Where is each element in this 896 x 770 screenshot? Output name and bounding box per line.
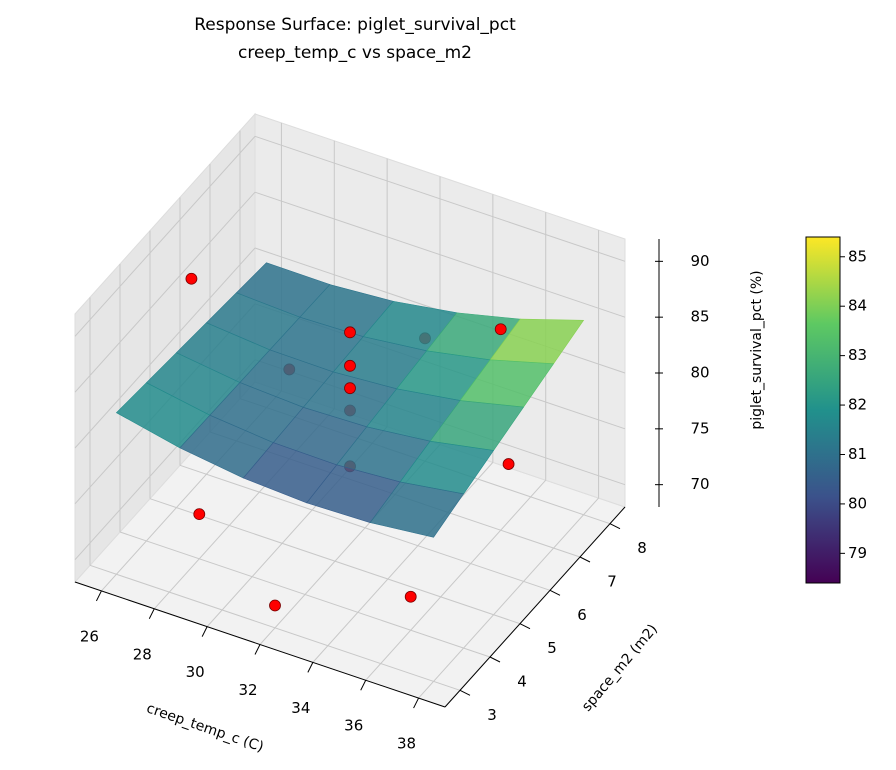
data-point — [193, 508, 206, 521]
data-point — [344, 382, 356, 395]
z-axis-label: piglet_survival_pct (%) — [749, 270, 765, 429]
data-point — [502, 458, 515, 470]
colorbar-tick-label: 81 — [848, 445, 867, 463]
z-tick-label: 75 — [690, 419, 709, 437]
grid-line — [312, 462, 494, 663]
plot-area — [74, 112, 663, 709]
colorbar-tick-label: 83 — [848, 346, 867, 364]
x-tick — [201, 626, 208, 637]
grid-line — [89, 564, 461, 691]
grid-line — [418, 497, 599, 699]
x-tick-label: 26 — [80, 627, 99, 645]
x-tick — [254, 644, 261, 655]
x-tick-label: 34 — [291, 699, 310, 717]
grid-line — [179, 464, 551, 591]
y-tick — [609, 523, 621, 530]
z-tick-label: 70 — [690, 475, 709, 493]
x-tick-label: 30 — [186, 663, 205, 681]
grid-line — [149, 498, 521, 625]
y-tick — [579, 556, 591, 563]
y-tick — [549, 589, 561, 596]
x-tick — [413, 697, 420, 709]
z-tick-label: 80 — [690, 364, 709, 382]
y-axis — [444, 506, 626, 708]
grid-line — [365, 479, 547, 681]
y-tick — [489, 656, 501, 663]
x-tick-label: 38 — [397, 735, 416, 753]
data-point — [404, 590, 417, 603]
y-tick — [519, 623, 531, 630]
surface-patch — [369, 481, 465, 538]
chart-title: Response Surface: piglet_survival_pct — [194, 15, 516, 35]
data-point — [344, 326, 356, 339]
x-tick-label: 28 — [133, 645, 152, 663]
colorbar-tick-label: 82 — [848, 396, 867, 414]
y-tick-label: 8 — [637, 539, 647, 557]
y-tick-label: 5 — [547, 639, 557, 657]
y-axis-label: space_m2 (m2) — [579, 621, 661, 714]
colorbar-tick-label: 85 — [848, 247, 867, 265]
colorbar-tick-label: 79 — [848, 544, 867, 562]
grid-line — [74, 191, 256, 393]
y-tick — [459, 689, 471, 696]
grid-line — [74, 135, 256, 337]
colorbar-tick-label: 84 — [848, 297, 867, 315]
x-tick-label: 32 — [238, 681, 257, 699]
y-tick-label: 6 — [577, 606, 587, 624]
colorbar-tick-label: 80 — [848, 494, 867, 512]
grid-line — [74, 247, 256, 449]
x-tick — [307, 662, 314, 673]
x-axis-label: creep_temp_c (C) — [144, 700, 265, 755]
z-tick-label: 90 — [690, 252, 709, 270]
x-tick-label: 36 — [344, 717, 363, 735]
chart-subtitle: creep_temp_c vs space_m2 — [238, 43, 472, 63]
x-tick — [95, 590, 102, 602]
x-tick — [360, 679, 367, 691]
z-tick-label: 85 — [690, 308, 709, 326]
grid-line — [254, 135, 626, 262]
grid-line — [254, 191, 626, 318]
y-tick-label: 3 — [487, 706, 497, 724]
y-tick-label: 4 — [517, 673, 527, 691]
x-tick — [148, 608, 155, 620]
data-point — [344, 359, 356, 372]
y-tick-label: 7 — [607, 573, 617, 591]
grid-line — [119, 531, 491, 658]
data-point — [185, 272, 198, 285]
x-axis — [74, 581, 446, 708]
data-point — [494, 323, 507, 336]
colorbar — [805, 236, 841, 584]
data-point — [269, 599, 281, 612]
